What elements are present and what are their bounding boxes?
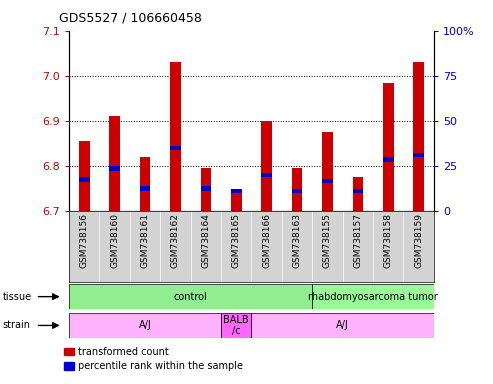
Bar <box>201 186 211 191</box>
Text: GSM738162: GSM738162 <box>171 214 180 268</box>
Bar <box>383 157 393 162</box>
Text: GDS5527 / 106660458: GDS5527 / 106660458 <box>59 12 202 25</box>
Text: GSM738161: GSM738161 <box>141 214 149 268</box>
Bar <box>79 141 90 211</box>
Bar <box>413 62 424 211</box>
Bar <box>140 157 150 211</box>
Text: A/J: A/J <box>336 320 349 331</box>
Text: GSM738164: GSM738164 <box>201 214 211 268</box>
Text: GSM738160: GSM738160 <box>110 214 119 268</box>
Text: GSM738158: GSM738158 <box>384 214 393 268</box>
Bar <box>352 189 363 193</box>
Bar <box>251 313 434 338</box>
Bar <box>201 168 211 211</box>
Text: GSM738155: GSM738155 <box>323 214 332 268</box>
Bar <box>261 121 272 211</box>
Bar <box>383 83 393 211</box>
Bar <box>109 166 120 170</box>
Bar <box>261 173 272 177</box>
Text: GSM738156: GSM738156 <box>80 214 89 268</box>
Bar <box>140 186 150 191</box>
Text: control: control <box>174 291 208 302</box>
Bar <box>231 191 242 211</box>
Bar <box>292 189 302 193</box>
Bar <box>413 152 424 157</box>
Bar <box>69 313 221 338</box>
Bar <box>292 168 302 211</box>
Text: GSM738165: GSM738165 <box>232 214 241 268</box>
Text: GSM738159: GSM738159 <box>414 214 423 268</box>
Bar <box>312 284 434 309</box>
Text: BALB
/c: BALB /c <box>223 314 249 336</box>
Text: rhabdomyosarcoma tumor: rhabdomyosarcoma tumor <box>308 291 438 302</box>
Bar <box>69 284 312 309</box>
Text: A/J: A/J <box>139 320 151 331</box>
Text: GSM738166: GSM738166 <box>262 214 271 268</box>
Bar <box>322 179 333 183</box>
Text: strain: strain <box>2 320 31 331</box>
Bar <box>79 177 90 182</box>
Text: GSM738163: GSM738163 <box>292 214 302 268</box>
Legend: transformed count, percentile rank within the sample: transformed count, percentile rank withi… <box>64 347 243 371</box>
Bar <box>221 313 251 338</box>
Bar <box>170 62 181 211</box>
Text: GSM738157: GSM738157 <box>353 214 362 268</box>
Bar <box>109 116 120 211</box>
Bar <box>322 132 333 211</box>
Bar <box>170 146 181 150</box>
Bar <box>352 177 363 211</box>
Text: tissue: tissue <box>2 291 32 302</box>
Bar <box>231 189 242 193</box>
